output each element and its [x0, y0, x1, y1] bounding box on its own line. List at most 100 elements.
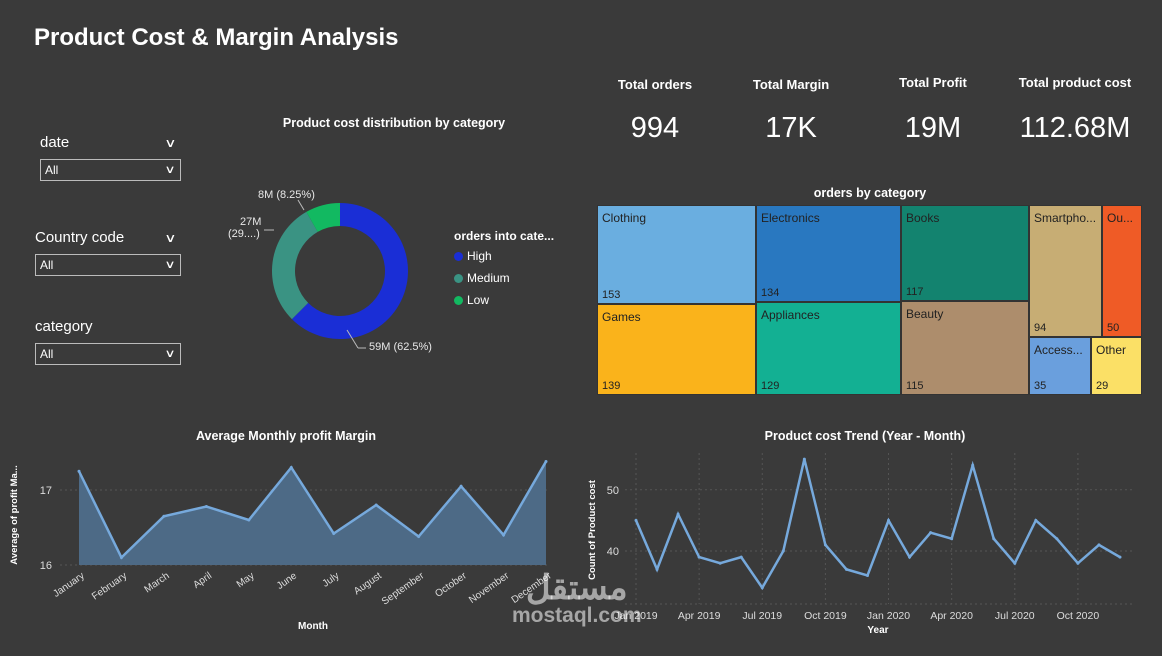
y-tick-label: 16 [40, 560, 52, 572]
data-point[interactable] [77, 469, 81, 473]
data-label-low: 8M (8.25%) [258, 189, 315, 201]
donut-slice-high[interactable] [291, 203, 408, 339]
tile-value: 35 [1034, 380, 1047, 392]
tile-value: 50 [1107, 322, 1120, 334]
data-point[interactable] [1076, 561, 1080, 565]
treemap-title: orders by category [813, 186, 927, 200]
data-point[interactable] [1118, 555, 1122, 559]
data-point[interactable] [781, 549, 785, 553]
donut-legend: orders into cate... High Medium Low [454, 229, 554, 315]
treemap-tile-appliances[interactable]: Appliances 129 [756, 302, 901, 395]
x-tick-label: Jul 2020 [995, 610, 1035, 622]
treemap-tile-other[interactable]: Other 29 [1091, 337, 1142, 395]
tile-value: 29 [1096, 380, 1109, 392]
tile-value: 94 [1034, 322, 1047, 334]
tile-value: 129 [761, 380, 780, 392]
slicer-header[interactable]: category [35, 318, 181, 335]
donut-slice-low[interactable] [306, 203, 340, 232]
treemap-tile-games[interactable]: Games 139 [597, 304, 756, 395]
treemap-tile-smartphones[interactable]: Smartpho... 94 [1029, 205, 1102, 337]
data-point[interactable] [459, 484, 463, 488]
data-point[interactable] [844, 567, 848, 571]
data-point[interactable] [204, 505, 208, 508]
treemap-tile-clothing[interactable]: Clothing 153 [597, 205, 756, 304]
slicer-label: category [35, 318, 93, 335]
tile-label: Games [602, 310, 641, 324]
legend-item-medium[interactable]: Medium [454, 271, 554, 285]
x-tick-label: September [380, 570, 427, 607]
tile-value: 117 [906, 286, 924, 298]
data-point[interactable] [655, 567, 659, 571]
data-point[interactable] [1034, 518, 1038, 522]
data-point[interactable] [887, 518, 891, 522]
slicer-label: date [40, 134, 70, 151]
data-point[interactable] [929, 531, 933, 535]
data-point[interactable] [739, 555, 743, 559]
data-point[interactable] [332, 532, 336, 535]
treemap-tile-electronics[interactable]: Electronics 134 [756, 205, 901, 302]
data-point[interactable] [718, 561, 722, 565]
x-tick-label: Oct 2020 [1057, 610, 1100, 622]
kpi-value: 994 [630, 112, 680, 144]
tile-value: 153 [602, 289, 621, 301]
data-point[interactable] [697, 555, 701, 559]
data-point[interactable] [865, 574, 869, 577]
data-point[interactable] [1097, 543, 1101, 547]
x-tick-label: June [275, 570, 299, 592]
data-point[interactable] [1013, 561, 1017, 565]
legend-item-low[interactable]: Low [454, 293, 554, 307]
x-axis-title: Month [298, 621, 328, 632]
slicer-category: category All ∨ [35, 318, 181, 365]
tile-label: Access... [1034, 343, 1083, 357]
watermark: مستقل mostaql.com [512, 568, 642, 628]
data-point[interactable] [162, 514, 166, 518]
slicer-header[interactable]: Country code ∨ [35, 229, 181, 246]
data-point[interactable] [374, 503, 378, 507]
kpi-label: Total product cost [1018, 75, 1132, 90]
chevron-down-icon: ∨ [164, 164, 176, 176]
data-point[interactable] [992, 537, 996, 541]
donut-slice-medium[interactable] [272, 211, 318, 320]
data-point[interactable] [544, 460, 548, 463]
x-tick-label: January [51, 570, 86, 599]
chevron-down-icon[interactable]: ∨ [164, 230, 177, 245]
x-tick-label: Apr 2019 [678, 610, 721, 622]
chevron-down-icon[interactable]: ∨ [164, 135, 177, 150]
data-point[interactable] [676, 512, 680, 516]
data-label-medium: (29....) [228, 228, 260, 240]
data-point[interactable] [502, 533, 506, 537]
slicer-dropdown[interactable]: All ∨ [40, 159, 181, 181]
data-point[interactable] [1055, 537, 1059, 541]
slicer-header[interactable]: date ∨ [40, 134, 181, 151]
treemap-tile-beauty[interactable]: Beauty 115 [901, 301, 1029, 395]
data-point[interactable] [823, 543, 827, 547]
data-point[interactable] [289, 466, 293, 469]
data-point[interactable] [971, 463, 975, 467]
data-point[interactable] [950, 537, 954, 541]
treemap-tile-outdoors[interactable]: Ou... 50 [1102, 205, 1142, 337]
slicer-dropdown[interactable]: All ∨ [35, 343, 181, 365]
x-tick-label: March [143, 570, 172, 595]
donut-chart: 59M (62.5%) 8M (8.25%) 27M (29....) [228, 189, 432, 353]
x-tick-label: August [352, 570, 384, 597]
data-point[interactable] [119, 556, 123, 559]
slicer-country-code: Country code ∨ All ∨ [35, 229, 181, 276]
x-tick-label: May [235, 570, 257, 590]
data-point[interactable] [908, 555, 912, 559]
data-point[interactable] [802, 457, 806, 461]
legend-item-high[interactable]: High [454, 249, 554, 263]
x-tick-label: February [90, 570, 129, 602]
x-tick-label: July [321, 570, 342, 589]
data-point[interactable] [760, 586, 764, 590]
slicer-value: All [45, 163, 59, 177]
slicer-dropdown[interactable]: All ∨ [35, 254, 181, 276]
area-chart-title: Average Monthly profit Margin [195, 429, 377, 443]
kpi-value: 19M [904, 112, 962, 144]
treemap-tile-books[interactable]: Books 117 [901, 205, 1029, 301]
data-point[interactable] [634, 518, 638, 522]
treemap-tile-accessories[interactable]: Access... 35 [1029, 337, 1091, 395]
data-label-high: 59M (62.5%) [369, 341, 432, 353]
data-point[interactable] [247, 518, 251, 522]
data-point[interactable] [417, 535, 421, 538]
x-tick-label: October [433, 570, 469, 600]
